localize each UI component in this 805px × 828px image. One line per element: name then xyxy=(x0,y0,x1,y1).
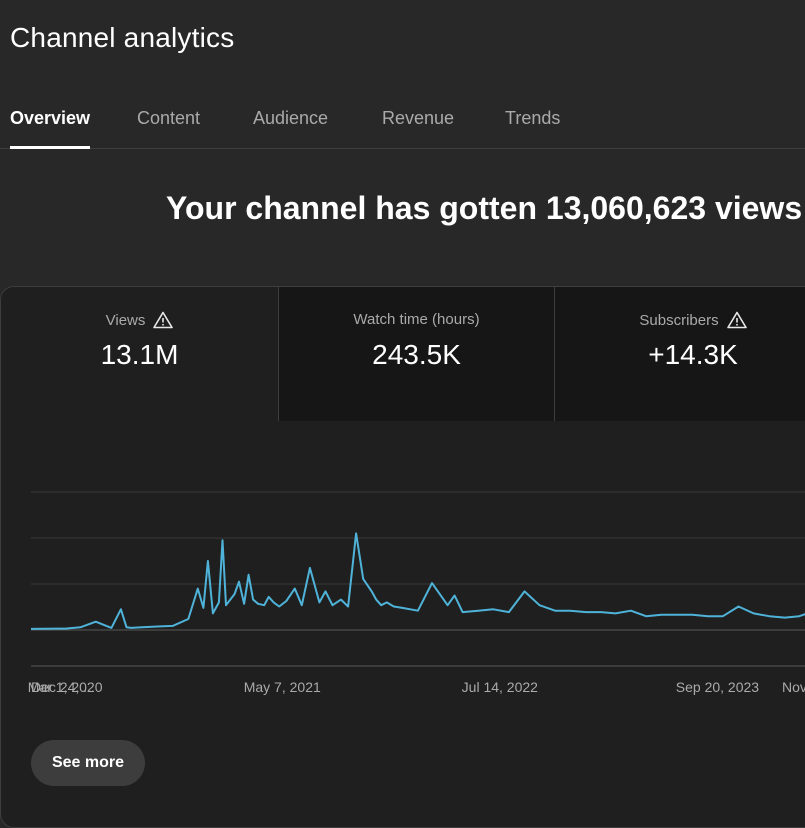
warning-icon xyxy=(153,311,174,329)
metric-subscribers-value: +14.3K xyxy=(648,339,738,370)
x-tick-label: Sep 20, 2023 xyxy=(676,679,760,695)
chart-x-ticks: Dec 24, ...Mar 1, 2020 May 7, 2021 Jul 14,… xyxy=(28,679,805,695)
chart-series xyxy=(30,532,805,630)
tab-revenue[interactable]: Revenue xyxy=(382,108,455,128)
warning-icon xyxy=(726,311,747,329)
x-tick-label: Jul 14, 2022 xyxy=(462,679,538,695)
metric-views-label: Views xyxy=(105,311,146,329)
page-title: Channel analytics xyxy=(10,22,235,53)
analytics-card: Views 13.1M Watch time (hours) 243.5K Su… xyxy=(0,286,805,828)
metric-subscribers-label: Subscribers xyxy=(639,311,719,329)
x-tick-label: Mar 1, 2020 xyxy=(28,679,103,695)
tab-trends[interactable]: Trends xyxy=(505,108,561,128)
chart-gridlines xyxy=(31,491,805,667)
metric-subscribers[interactable]: Subscribers +14.3K xyxy=(555,287,805,421)
metric-views[interactable]: Views 13.1M xyxy=(1,287,278,421)
tab-audience[interactable]: Audience xyxy=(253,108,329,128)
metric-divider xyxy=(554,287,555,421)
x-tick-label: Nov xyxy=(782,679,805,695)
metric-views-value: 13.1M xyxy=(100,339,179,370)
tab-bar: Overview Content Audience Revenue Trends xyxy=(0,96,805,149)
tab-overview[interactable]: Overview xyxy=(10,108,91,149)
x-tick-label: May 7, 2021 xyxy=(244,679,321,695)
headline-total-views: Your channel has gotten 13,060,623 views xyxy=(166,190,803,226)
tab-content[interactable]: Content xyxy=(137,108,201,128)
metric-watch-time-label: Watch time (hours) xyxy=(353,311,480,328)
metric-watch-time[interactable]: Watch time (hours) 243.5K xyxy=(279,287,554,421)
views-series-line xyxy=(30,532,805,630)
see-more-button[interactable]: See more xyxy=(31,740,145,786)
views-line-chart: Dec 24, ...Mar 1, 2020 May 7, 2021 Jul 14,… xyxy=(28,491,805,695)
x-tick-label: Dec 24, ... xyxy=(31,679,95,695)
metric-divider xyxy=(278,287,279,421)
metric-watch-time-value: 243.5K xyxy=(372,339,461,370)
